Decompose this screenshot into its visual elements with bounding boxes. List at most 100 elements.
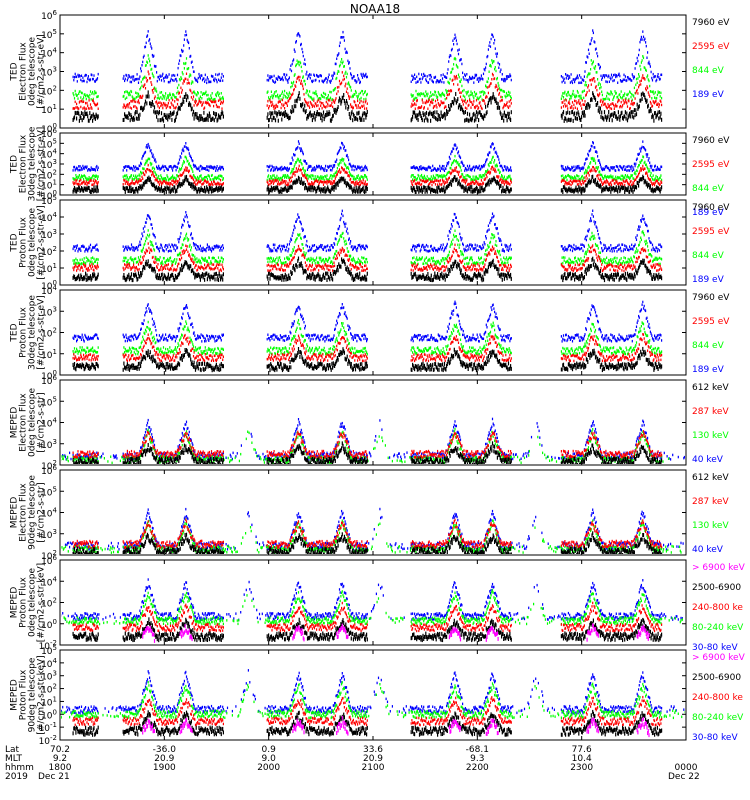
- data-point: [464, 176, 466, 179]
- data-point: [199, 189, 201, 194]
- data-point: [416, 178, 418, 181]
- data-point: [477, 177, 479, 181]
- data-point: [616, 180, 618, 183]
- data-point: [156, 114, 158, 119]
- data-point: [418, 177, 421, 180]
- data-point: [582, 188, 584, 193]
- data-point: [80, 176, 82, 179]
- data-point: [144, 151, 146, 154]
- data-point: [313, 105, 316, 108]
- data-point: [418, 112, 420, 117]
- data-point: [575, 185, 577, 190]
- data-point: [566, 104, 568, 107]
- data-point: [160, 183, 163, 186]
- data-point: [297, 169, 299, 172]
- data-point: [486, 95, 488, 99]
- data-point: [508, 168, 510, 171]
- data-point: [654, 165, 656, 168]
- data-point: [456, 99, 458, 103]
- data-point: [507, 186, 509, 191]
- data-point: [598, 170, 600, 174]
- data-point: [167, 168, 169, 172]
- data-point: [124, 97, 126, 101]
- data-point: [320, 104, 322, 107]
- data-point: [418, 165, 421, 169]
- data-point: [582, 167, 584, 171]
- data-point: [215, 94, 217, 98]
- data-point: [136, 73, 138, 76]
- data-point: [571, 110, 573, 115]
- data-point: [590, 161, 592, 164]
- data-point: [72, 118, 74, 122]
- data-point: [438, 92, 440, 96]
- data-point: [642, 76, 645, 80]
- data-point: [504, 104, 506, 107]
- data-point: [462, 71, 464, 75]
- data-point: [180, 86, 182, 90]
- data-point: [364, 111, 366, 116]
- data-point: [510, 169, 512, 172]
- data-point: [449, 166, 451, 170]
- data-point: [152, 74, 154, 77]
- data-point: [447, 183, 449, 188]
- data-point: [128, 102, 131, 105]
- data-point: [290, 162, 292, 165]
- data-point: [127, 165, 129, 168]
- data-point: [613, 177, 615, 181]
- data-point: [323, 180, 325, 184]
- data-point: [302, 181, 304, 186]
- data-point: [198, 166, 200, 169]
- data-point: [504, 79, 506, 83]
- data-point: [596, 174, 598, 178]
- data-point: [654, 111, 656, 116]
- data-point: [208, 80, 210, 84]
- data-point: [492, 92, 494, 97]
- data-point: [188, 47, 190, 50]
- data-point: [466, 183, 469, 186]
- data-point: [631, 92, 633, 96]
- data-point: [618, 99, 620, 102]
- data-point: [568, 100, 570, 103]
- data-point: [144, 163, 146, 166]
- data-point: [222, 186, 224, 191]
- data-point: [623, 102, 625, 105]
- data-point: [441, 176, 444, 179]
- data-point: [568, 75, 570, 78]
- data-point: [594, 159, 596, 163]
- data-point: [618, 72, 620, 76]
- data-point: [592, 156, 594, 160]
- data-point: [208, 185, 210, 190]
- data-point: [181, 173, 183, 176]
- data-point: [358, 183, 360, 187]
- data-point: [651, 90, 654, 94]
- data-point: [453, 83, 455, 86]
- data-point: [292, 59, 294, 63]
- data-point: [301, 47, 303, 51]
- data-point: [498, 93, 500, 96]
- data-point: [473, 182, 476, 185]
- data-point: [216, 92, 218, 95]
- data-point: [655, 97, 657, 100]
- data-point: [464, 98, 466, 101]
- data-point: [185, 169, 188, 172]
- data-point: [565, 77, 567, 80]
- data-point: [176, 73, 179, 77]
- data-point: [357, 96, 359, 100]
- data-point: [294, 50, 296, 53]
- data-point: [358, 189, 360, 194]
- data-point: [342, 96, 344, 101]
- data-point: [631, 73, 633, 76]
- data-point: [325, 169, 327, 172]
- data-point: [297, 167, 300, 171]
- data-point: [178, 175, 180, 178]
- data-point: [412, 75, 414, 79]
- data-point: [321, 167, 323, 170]
- data-point: [505, 167, 507, 171]
- data-point: [268, 179, 270, 182]
- data-point: [288, 176, 290, 180]
- data-point: [219, 182, 221, 185]
- data-point: [217, 105, 219, 109]
- data-point: [482, 99, 484, 102]
- data-point: [270, 181, 272, 185]
- data-point: [577, 179, 579, 183]
